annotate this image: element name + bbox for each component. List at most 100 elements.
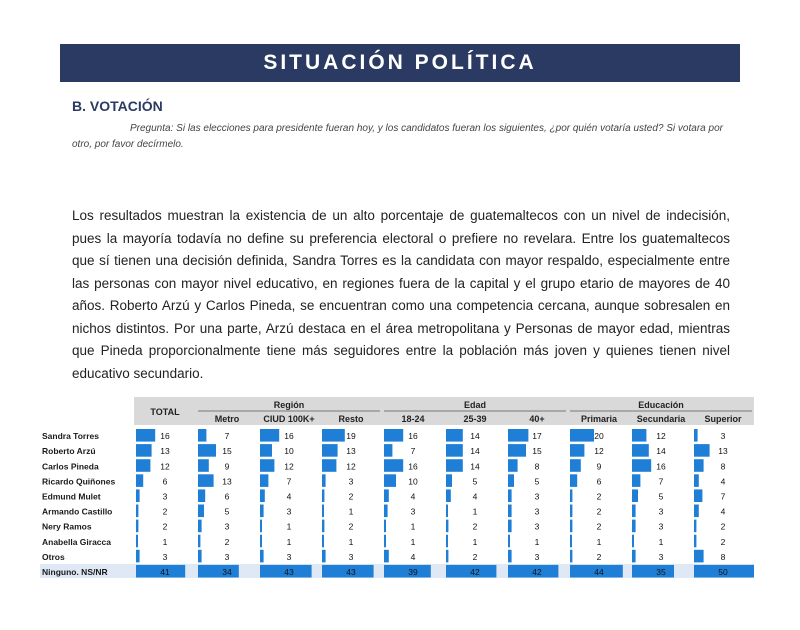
- bar-1-6: [508, 444, 526, 457]
- bar-4-4: [384, 489, 389, 502]
- value-3-0: 6: [163, 476, 168, 486]
- bar-9-4: [384, 564, 431, 578]
- value-2-5: 14: [470, 461, 480, 471]
- bar-5-3: [322, 504, 324, 518]
- bar-3-5: [446, 474, 452, 487]
- bar-9-2: [260, 564, 312, 578]
- value-4-9: 7: [721, 492, 726, 502]
- bar-9-1: [198, 564, 239, 578]
- bar-5-5: [446, 504, 448, 518]
- bar-3-3: [322, 474, 326, 487]
- bar-2-7: [570, 459, 581, 472]
- value-7-6: 1: [535, 537, 540, 547]
- group-header-1: Edad: [464, 400, 486, 410]
- row-label-1: Roberto Arzú: [42, 446, 96, 456]
- bar-8-4: [384, 549, 389, 563]
- bar-3-2: [260, 474, 269, 487]
- bar-6-5: [446, 519, 449, 533]
- bar-4-1: [198, 489, 206, 502]
- bar-9-9: [694, 564, 754, 578]
- bar-7-7: [570, 534, 572, 548]
- value-8-7: 2: [597, 552, 602, 562]
- value-7-7: 1: [597, 537, 602, 547]
- value-9-0: 41: [160, 567, 170, 577]
- value-9-1: 34: [222, 567, 232, 577]
- value-1-4: 7: [411, 446, 416, 456]
- value-7-1: 2: [225, 537, 230, 547]
- bar-9-3: [322, 564, 374, 578]
- bar-1-5: [446, 444, 463, 457]
- bar-1-7: [570, 444, 585, 457]
- value-9-6: 42: [532, 567, 542, 577]
- value-8-1: 3: [225, 552, 230, 562]
- bar-2-4: [384, 459, 404, 472]
- value-6-4: 1: [411, 522, 416, 532]
- bar-7-0: [136, 534, 138, 548]
- value-9-7: 44: [594, 567, 604, 577]
- bar-7-2: [260, 534, 262, 548]
- row-label-6: Nery Ramos: [42, 522, 92, 532]
- bar-8-5: [446, 549, 449, 563]
- row-label-8: Otros: [42, 552, 65, 562]
- question-label: Pregunta:: [130, 123, 174, 134]
- value-9-8: 35: [656, 567, 666, 577]
- bar-5-6: [508, 504, 512, 518]
- value-0-1: 7: [225, 431, 230, 441]
- bar-7-5: [446, 534, 448, 548]
- bar-5-4: [384, 504, 388, 518]
- value-3-4: 10: [408, 476, 418, 486]
- value-4-6: 3: [535, 492, 540, 502]
- value-8-4: 4: [411, 552, 416, 562]
- bar-6-8: [632, 519, 636, 533]
- value-7-9: 2: [721, 537, 726, 547]
- bar-2-0: [136, 459, 151, 472]
- row-label-9: Ninguno. NS/NR: [42, 567, 108, 577]
- bar-8-3: [322, 549, 326, 563]
- value-2-0: 12: [160, 461, 170, 471]
- value-6-2: 1: [287, 522, 292, 532]
- value-4-0: 3: [163, 492, 168, 502]
- value-1-7: 12: [594, 446, 604, 456]
- bar-7-9: [694, 534, 697, 548]
- bar-8-0: [136, 549, 140, 563]
- bar-1-8: [632, 444, 649, 457]
- bar-2-5: [446, 459, 463, 472]
- value-8-5: 2: [473, 552, 478, 562]
- value-5-0: 2: [163, 507, 168, 517]
- column-header-5: 25-39: [463, 414, 486, 424]
- value-2-8: 16: [656, 461, 666, 471]
- value-4-7: 2: [597, 492, 602, 502]
- bar-0-6: [508, 429, 529, 442]
- bar-3-8: [632, 474, 641, 487]
- value-6-6: 3: [535, 522, 540, 532]
- value-1-8: 14: [656, 446, 666, 456]
- column-header-8: Secundaria: [637, 414, 687, 424]
- bar-3-7: [570, 474, 578, 487]
- value-9-3: 43: [346, 567, 356, 577]
- value-0-3: 19: [346, 431, 356, 441]
- bar-4-5: [446, 489, 451, 502]
- value-1-5: 14: [470, 446, 480, 456]
- value-2-7: 9: [597, 461, 602, 471]
- bar-4-3: [322, 489, 325, 502]
- bar-0-3: [322, 429, 345, 442]
- bar-5-0: [136, 504, 139, 518]
- row-label-5: Armando Castillo: [42, 507, 112, 517]
- bar-1-3: [322, 444, 338, 457]
- value-2-1: 9: [225, 461, 230, 471]
- bar-7-3: [322, 534, 324, 548]
- value-2-3: 12: [346, 461, 356, 471]
- value-8-2: 3: [287, 552, 292, 562]
- value-8-9: 8: [721, 552, 726, 562]
- value-1-0: 13: [160, 446, 170, 456]
- bar-4-0: [136, 489, 140, 502]
- page-title: SITUACIÓN POLÍTICA: [263, 51, 537, 74]
- value-3-7: 6: [597, 476, 602, 486]
- bar-0-7: [570, 429, 594, 442]
- group-header-2: Educación: [638, 400, 684, 410]
- value-5-6: 3: [535, 507, 540, 517]
- value-1-3: 13: [346, 446, 356, 456]
- value-3-3: 3: [349, 476, 354, 486]
- bar-2-2: [260, 459, 275, 472]
